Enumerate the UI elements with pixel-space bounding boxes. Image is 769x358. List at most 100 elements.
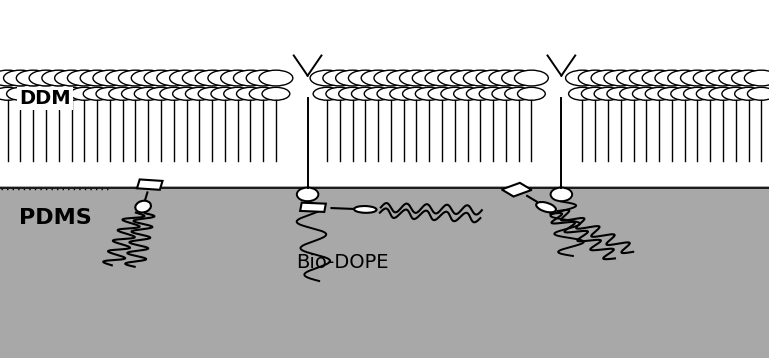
Circle shape — [224, 87, 251, 100]
Circle shape — [351, 87, 379, 100]
Circle shape — [4, 70, 38, 86]
Circle shape — [16, 70, 50, 86]
Circle shape — [208, 70, 241, 86]
Circle shape — [568, 87, 596, 100]
Circle shape — [185, 87, 213, 100]
Circle shape — [131, 70, 165, 86]
Circle shape — [96, 87, 124, 100]
Circle shape — [464, 70, 498, 86]
Circle shape — [170, 70, 204, 86]
Bar — [501, 183, 531, 197]
Circle shape — [514, 70, 548, 86]
Circle shape — [454, 87, 481, 100]
Circle shape — [620, 87, 647, 100]
Circle shape — [7, 87, 35, 100]
Circle shape — [607, 87, 634, 100]
Circle shape — [323, 70, 357, 86]
Circle shape — [451, 70, 484, 86]
Circle shape — [581, 87, 609, 100]
Circle shape — [365, 87, 392, 100]
Circle shape — [412, 70, 446, 86]
Circle shape — [0, 87, 22, 100]
Circle shape — [348, 70, 382, 86]
Text: PDMS: PDMS — [19, 208, 92, 228]
Bar — [300, 203, 326, 212]
Circle shape — [45, 87, 72, 100]
Circle shape — [642, 70, 676, 86]
Circle shape — [118, 70, 152, 86]
Circle shape — [428, 87, 456, 100]
Ellipse shape — [297, 188, 318, 201]
Circle shape — [387, 70, 421, 86]
Circle shape — [390, 87, 418, 100]
Circle shape — [578, 70, 612, 86]
Circle shape — [731, 70, 765, 86]
Circle shape — [211, 87, 238, 100]
Circle shape — [667, 70, 701, 86]
Ellipse shape — [551, 188, 572, 201]
Circle shape — [658, 87, 686, 100]
Circle shape — [68, 70, 102, 86]
Text: DDM: DDM — [19, 89, 71, 108]
Circle shape — [518, 87, 545, 100]
Circle shape — [415, 87, 443, 100]
Circle shape — [744, 70, 769, 86]
Circle shape — [591, 70, 625, 86]
Circle shape — [492, 87, 520, 100]
Circle shape — [722, 87, 750, 100]
Bar — [137, 179, 162, 190]
Circle shape — [489, 70, 523, 86]
Circle shape — [697, 87, 724, 100]
Circle shape — [604, 70, 638, 86]
Circle shape — [504, 87, 532, 100]
Circle shape — [80, 70, 114, 86]
Circle shape — [719, 70, 753, 86]
Circle shape — [122, 87, 149, 100]
Circle shape — [310, 70, 344, 86]
Circle shape — [144, 70, 178, 86]
Circle shape — [198, 87, 226, 100]
Ellipse shape — [536, 202, 556, 212]
Circle shape — [237, 87, 265, 100]
Circle shape — [182, 70, 216, 86]
Circle shape — [259, 70, 293, 86]
Circle shape — [645, 87, 673, 100]
Circle shape — [671, 87, 698, 100]
Circle shape — [425, 70, 459, 86]
Circle shape — [195, 70, 229, 86]
Circle shape — [706, 70, 740, 86]
Circle shape — [29, 70, 63, 86]
Circle shape — [467, 87, 494, 100]
Circle shape — [83, 87, 111, 100]
Circle shape — [681, 70, 714, 86]
Circle shape — [479, 87, 507, 100]
Bar — [0, 186, 769, 358]
Circle shape — [160, 87, 188, 100]
Circle shape — [747, 87, 769, 100]
Circle shape — [734, 87, 762, 100]
Circle shape — [262, 87, 290, 100]
Circle shape — [476, 70, 510, 86]
Circle shape — [617, 70, 651, 86]
Circle shape — [326, 87, 354, 100]
Circle shape — [594, 87, 622, 100]
Circle shape — [374, 70, 408, 86]
Text: Bio-DOPE: Bio-DOPE — [296, 253, 388, 272]
Circle shape — [55, 70, 88, 86]
Circle shape — [246, 70, 280, 86]
Bar — [0, 0, 769, 186]
Circle shape — [335, 70, 369, 86]
Circle shape — [58, 87, 85, 100]
Circle shape — [221, 70, 255, 86]
Circle shape — [249, 87, 277, 100]
Circle shape — [108, 87, 137, 100]
Circle shape — [0, 70, 25, 86]
Circle shape — [105, 70, 139, 86]
Circle shape — [655, 70, 689, 86]
Circle shape — [93, 70, 127, 86]
Circle shape — [630, 70, 664, 86]
Circle shape — [135, 87, 162, 100]
Circle shape — [565, 70, 599, 86]
Circle shape — [147, 87, 175, 100]
Circle shape — [402, 87, 431, 100]
